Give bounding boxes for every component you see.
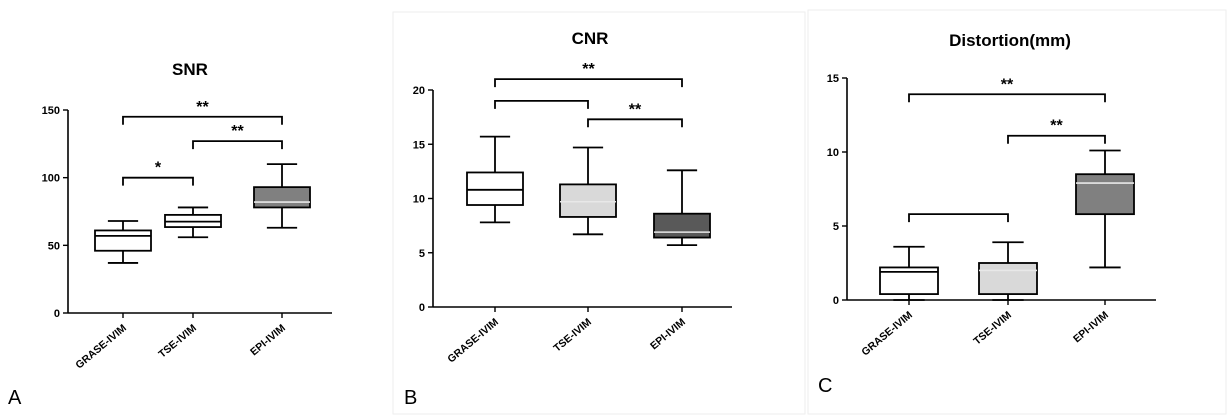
bracket-line [1007,134,1106,144]
bracket-line [122,176,194,186]
panel-c-title: Distortion(mm) [949,31,1071,50]
y-tick-label: 10 [827,147,839,159]
significance-label: ** [582,61,595,78]
box-iqr [1075,173,1135,216]
significance-label: ** [231,123,244,140]
significance-bracket: ** [587,101,683,128]
significance-label: ** [629,101,642,118]
panel-c-plot: 0 5 10 15 GRASE-IVIM TSE-IVIM EPI-IVIM ** ** [827,73,1156,358]
box-tse-ivim [164,206,222,239]
box-iqr [466,171,524,206]
y-tick-label: 10 [413,194,425,206]
significance-label: ** [1001,76,1014,93]
significance-label: ** [196,99,209,116]
significance-bracket: ** [1007,118,1106,144]
box-iqr [94,229,152,252]
bracket-line [494,78,683,88]
bracket-line [587,118,683,128]
x-tick-label: EPI-IVIM [248,322,288,358]
bracket-line [908,93,1106,103]
x-tick-label: TSE-IVIM [156,322,199,361]
box-epi-ivim [1075,149,1135,269]
y-tick-label: 0 [54,308,60,320]
x-tick-label: EPI-IVIM [1071,309,1111,345]
panel-c-frame [807,9,1227,415]
x-tick-label: GRASE-IVIM [73,322,129,371]
significance-bracket: * [122,160,194,186]
panel-c-letter: C [818,375,832,397]
y-tick-label: 15 [827,73,839,85]
y-tick-label: 20 [413,85,425,97]
y-tick-label: 50 [48,240,60,252]
y-tick-label: 0 [833,295,839,307]
x-tick-label: EPI-IVIM [648,316,688,352]
y-tick-label: 5 [833,221,839,233]
box-grase-ivim [94,220,152,264]
bracket-line [122,115,283,125]
x-tick-label: GRASE-IVIM [445,316,501,365]
bracket-line [494,99,589,109]
significance-bracket: ** [494,61,683,88]
significance-bracket: ** [908,76,1106,103]
box-iqr [978,262,1038,295]
x-tick-label: TSE-IVIM [551,316,594,355]
y-tick-label: 150 [42,105,60,117]
significance-bracket [908,213,1009,223]
box-epi-ivim [653,169,711,247]
panel-b-frame [392,11,806,415]
box-grase-ivim [879,245,939,301]
box-epi-ivim [253,163,311,229]
box-iqr [653,212,711,239]
box-tse-ivim [978,241,1038,301]
y-tick-label: 0 [419,302,425,314]
box-tse-ivim [559,146,617,236]
significance-label: ** [1050,118,1063,135]
panel-b-letter: B [404,387,417,409]
bracket-line [192,140,283,150]
x-tick-label: GRASE-IVIM [859,309,915,358]
panel-b-plot: 0 5 10 15 20 GRASE-IVIM TSE-IVIM EPI-IVIM ** ** [413,61,732,365]
panel-a-letter: A [8,387,22,409]
box-grase-ivim [466,135,524,224]
significance-bracket [494,99,589,109]
panel-a-title: SNR [172,60,208,79]
y-tick-label: 5 [419,248,425,260]
significance-bracket: ** [192,123,283,150]
bracket-line [908,213,1009,223]
significance-label: * [155,160,162,177]
panel-b-title: CNR [572,29,609,48]
box-iqr [253,186,311,209]
x-tick-label: TSE-IVIM [971,309,1014,348]
y-tick-label: 15 [413,139,425,151]
y-tick-label: 100 [42,173,60,185]
significance-bracket: ** [122,99,283,125]
box-iqr [559,183,617,218]
